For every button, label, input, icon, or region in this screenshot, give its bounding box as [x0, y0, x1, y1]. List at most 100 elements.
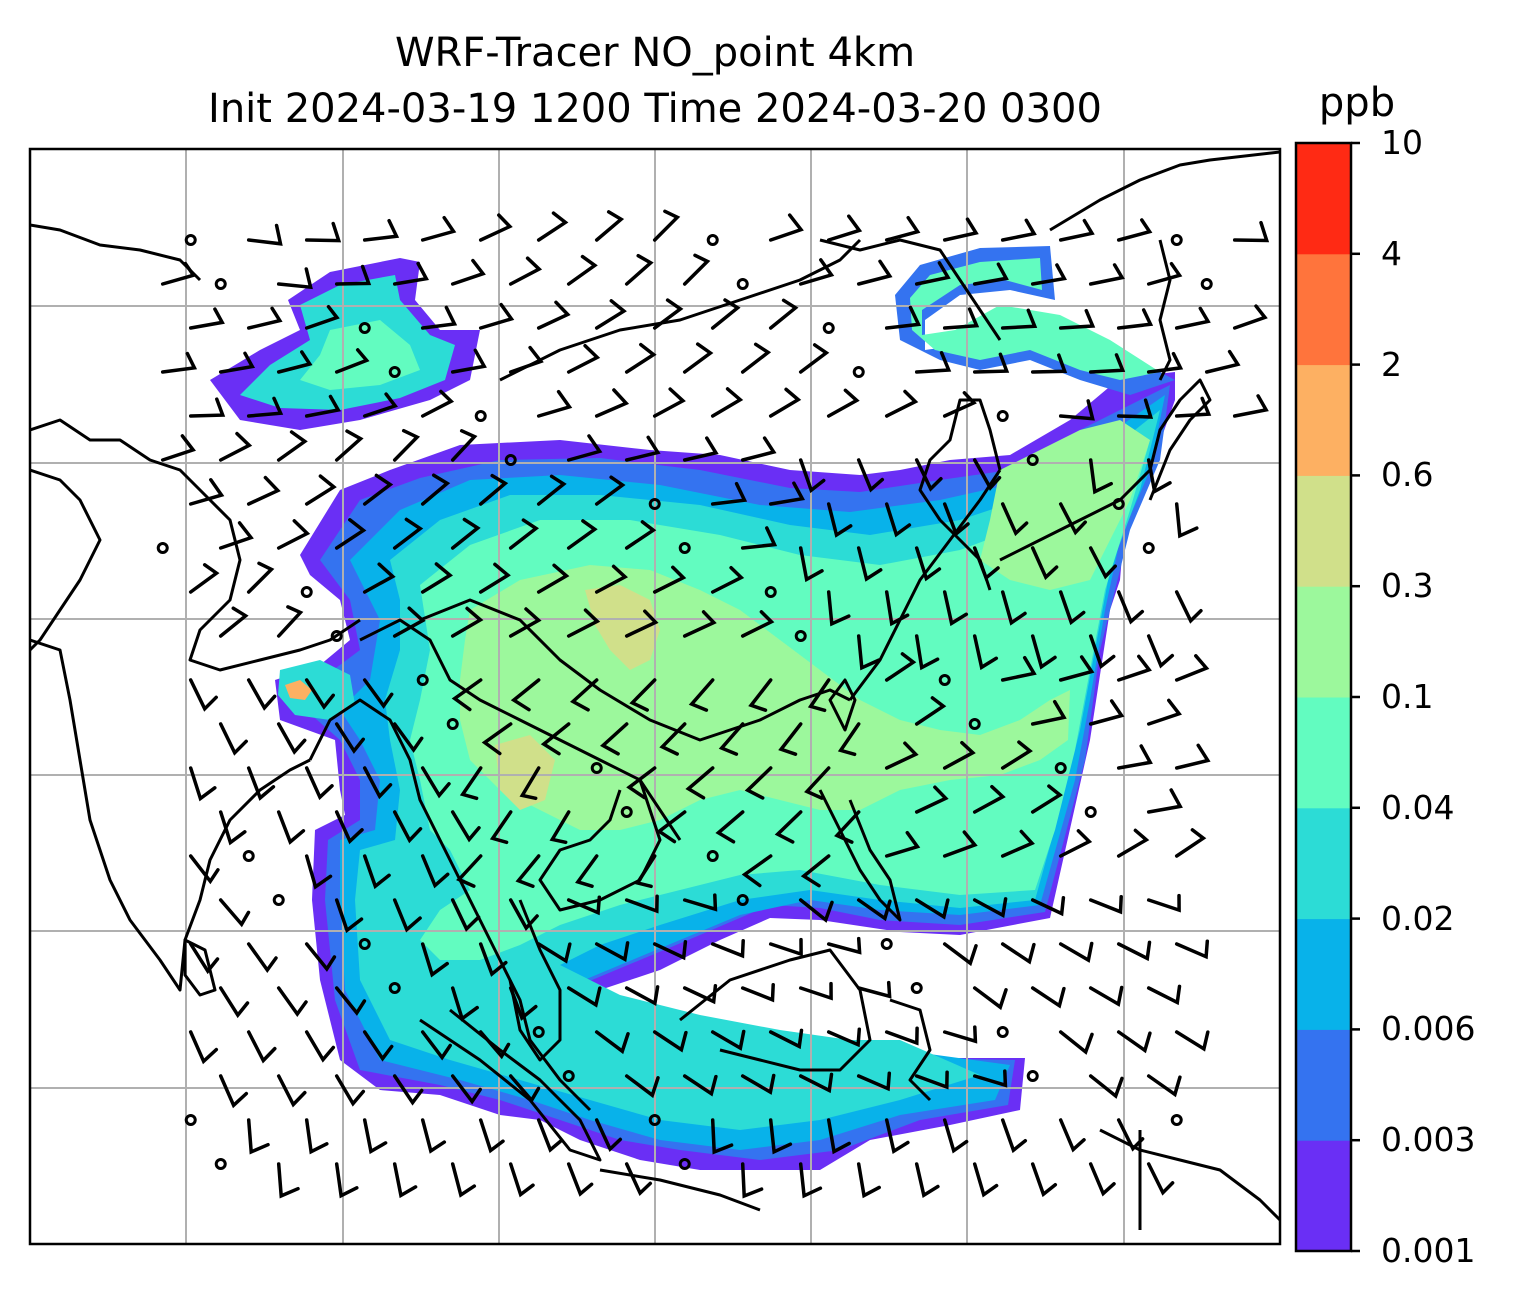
wind-barb — [536, 563, 570, 594]
wind-barb — [276, 430, 308, 462]
wind-barb — [1058, 941, 1094, 963]
wind-barb — [624, 435, 661, 462]
wind-barb — [629, 678, 657, 712]
wind-barb — [566, 254, 598, 286]
wind-barb — [276, 605, 304, 638]
wind-barb — [740, 1162, 764, 1199]
wind-barb — [914, 261, 951, 286]
colorbar-tick-label: 0.02 — [1381, 898, 1455, 938]
wind-barb — [566, 608, 601, 638]
wind-barb — [652, 940, 688, 961]
wind-barb — [392, 810, 423, 844]
wind-barb — [972, 352, 1010, 374]
wind-barb — [334, 1074, 366, 1107]
wind-barb — [459, 766, 483, 801]
wind-barb — [1058, 502, 1087, 536]
wind-barb — [1000, 218, 1037, 242]
colorbar-tick-label: 0.003 — [1381, 1120, 1476, 1160]
wind-barb — [884, 389, 919, 418]
colorbar-tick-label: 10 — [1381, 123, 1423, 162]
calm-wind-marker — [938, 674, 951, 686]
calm-wind-marker — [996, 410, 1009, 422]
wind-barb — [1030, 353, 1068, 374]
wind-barb — [1174, 306, 1211, 330]
wind-barb — [826, 1027, 862, 1048]
calm-wind-marker — [996, 1026, 1009, 1038]
wind-barb — [478, 473, 509, 506]
wind-barb — [456, 854, 483, 888]
wind-barb — [807, 678, 831, 713]
wind-barb — [624, 1162, 653, 1197]
calm-wind-marker — [388, 982, 401, 994]
wind-barb — [740, 1073, 776, 1095]
wind-barb — [652, 387, 686, 418]
wind-barb — [420, 473, 451, 506]
wind-barb — [276, 810, 306, 845]
wind-barb — [942, 391, 977, 418]
wind-barb — [856, 634, 881, 671]
wind-barb — [741, 854, 773, 888]
wind-barb — [594, 564, 628, 594]
wind-barb — [1058, 218, 1095, 242]
calm-wind-marker — [1170, 234, 1183, 246]
wind-barb — [1000, 942, 1036, 965]
wind-barb — [1146, 698, 1182, 726]
map-frame — [28, 147, 1282, 1246]
wind-barb — [1174, 396, 1212, 418]
wind-barb — [362, 218, 400, 242]
hotspot-west-core — [285, 680, 312, 700]
wind-barb — [834, 810, 861, 844]
wind-barb — [884, 1026, 919, 1046]
wind-barb — [972, 1162, 999, 1198]
calm-wind-marker — [214, 278, 227, 290]
wind-barb — [334, 986, 367, 1016]
wind-barb — [1000, 829, 1035, 858]
wind-barb — [188, 942, 220, 975]
coast-japan — [999, 378, 1212, 562]
wind-barb — [884, 1118, 910, 1154]
wind-barb — [884, 502, 912, 538]
calm-wind-marker — [504, 454, 517, 466]
calm-wind-marker — [706, 850, 719, 862]
colorbar-bin — [1296, 253, 1351, 366]
wind-barb — [1146, 984, 1182, 1006]
wind-barb — [362, 562, 396, 594]
wind-barb — [826, 502, 853, 538]
wind-barb — [246, 223, 283, 246]
wind-barb — [972, 546, 1000, 581]
wind-barb — [362, 392, 398, 418]
colorbar-tick-label: 0.1 — [1381, 677, 1434, 716]
wind-barb — [160, 434, 196, 462]
wind-barb — [508, 898, 539, 931]
wind-barb — [1000, 740, 1033, 770]
wind-barb — [682, 893, 718, 912]
wind-barb — [304, 304, 340, 330]
border-pakistan — [30, 418, 361, 672]
wind-barb — [489, 810, 513, 845]
wind-barb — [972, 784, 1006, 814]
wind-barb — [715, 810, 745, 844]
wind-barb — [566, 986, 602, 1008]
map-title-line2: Init 2024-03-19 1200 Time 2024-03-20 030… — [208, 86, 1102, 132]
wind-barb — [1116, 940, 1152, 962]
wind-barb — [682, 610, 717, 638]
wind-barb — [362, 678, 394, 709]
calm-wind-marker — [1054, 762, 1067, 774]
calm-wind-marker — [474, 410, 487, 422]
wind-barb — [392, 261, 430, 286]
calm-wind-marker — [532, 1026, 545, 1038]
wind-barb — [594, 299, 627, 330]
wind-barb — [1232, 394, 1269, 418]
wind-barb — [1088, 894, 1123, 915]
wind-barb — [450, 348, 487, 374]
wind-barb — [450, 258, 486, 286]
wind-barb — [682, 1074, 718, 1097]
wind-barb — [798, 981, 833, 1001]
coast-srilanka — [183, 938, 217, 997]
wind-barb — [478, 302, 515, 330]
wind-barb — [740, 982, 775, 1003]
coast-java — [599, 1168, 761, 1212]
wind-barb — [778, 722, 803, 756]
wind-barb — [856, 980, 892, 999]
wind-barb — [334, 518, 367, 550]
